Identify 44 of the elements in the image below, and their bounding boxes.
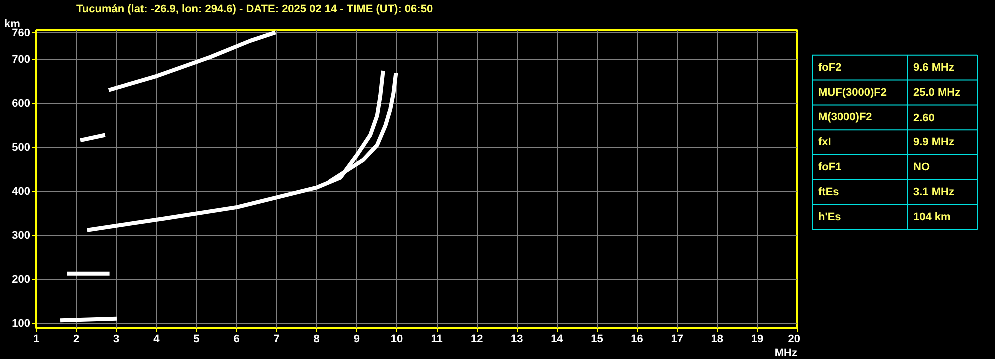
x-tick-label: 7 (274, 334, 280, 346)
x-tick-label: 13 (511, 334, 524, 346)
x-tick-label: 10 (390, 334, 404, 346)
text: NO (914, 161, 930, 174)
text: fxI (818, 136, 832, 149)
text: foF1 (818, 161, 842, 174)
x-tick-label: 16 (631, 334, 644, 346)
y-tick-label: 600 (12, 98, 31, 110)
x-axis-title: MHz (774, 348, 798, 359)
x-tick-label: 15 (591, 334, 604, 346)
x-tick-label: 4 (154, 334, 161, 346)
text: foF2 (818, 62, 842, 74)
text: 3.1 MHz (914, 186, 955, 198)
x-tick-label: 6 (234, 334, 240, 346)
text: 2.60 (914, 112, 935, 125)
y-tick-label: 760 (12, 28, 31, 40)
x-tick-label: 20 (788, 334, 801, 346)
text: 25.0 MHz (914, 86, 962, 99)
text: M(3000)F2 (818, 112, 872, 124)
x-tick-label: 11 (431, 334, 443, 346)
x-tick-label: 2 (73, 334, 80, 346)
x-tick-label: 9 (354, 334, 360, 346)
text: h'Es (818, 211, 842, 224)
y-tick-label: 200 (12, 274, 31, 286)
x-tick-label: 1 (33, 334, 40, 346)
text: 104 km (914, 211, 952, 224)
x-tick-label: 17 (671, 334, 684, 346)
y-tick-label: 500 (12, 142, 31, 154)
x-tick-label: 18 (711, 334, 724, 346)
x-tick-label: 5 (194, 334, 200, 346)
y-tick-label: 100 (12, 318, 31, 330)
y-tick-label: 700 (12, 54, 31, 66)
chart-title: Tucumán (lat: -26.9, lon: 294.6) - DATE: 2025 02 14 - TIME (UT): 06:50 (76, 4, 434, 16)
text: MUF(3000)F2 (818, 86, 887, 99)
x-tick-label: 3 (114, 334, 120, 346)
text: 9.9 MHz (914, 136, 955, 149)
y-tick-label: 300 (12, 230, 31, 242)
x-tick-label: 19 (751, 334, 764, 346)
x-tick-label: 8 (314, 334, 320, 346)
text: ftEs (818, 186, 840, 198)
x-tick-label: 14 (551, 334, 564, 346)
x-tick-label: 12 (470, 334, 484, 346)
text: 9.6 MHz (914, 62, 955, 74)
y-tick-label: 400 (12, 186, 31, 198)
